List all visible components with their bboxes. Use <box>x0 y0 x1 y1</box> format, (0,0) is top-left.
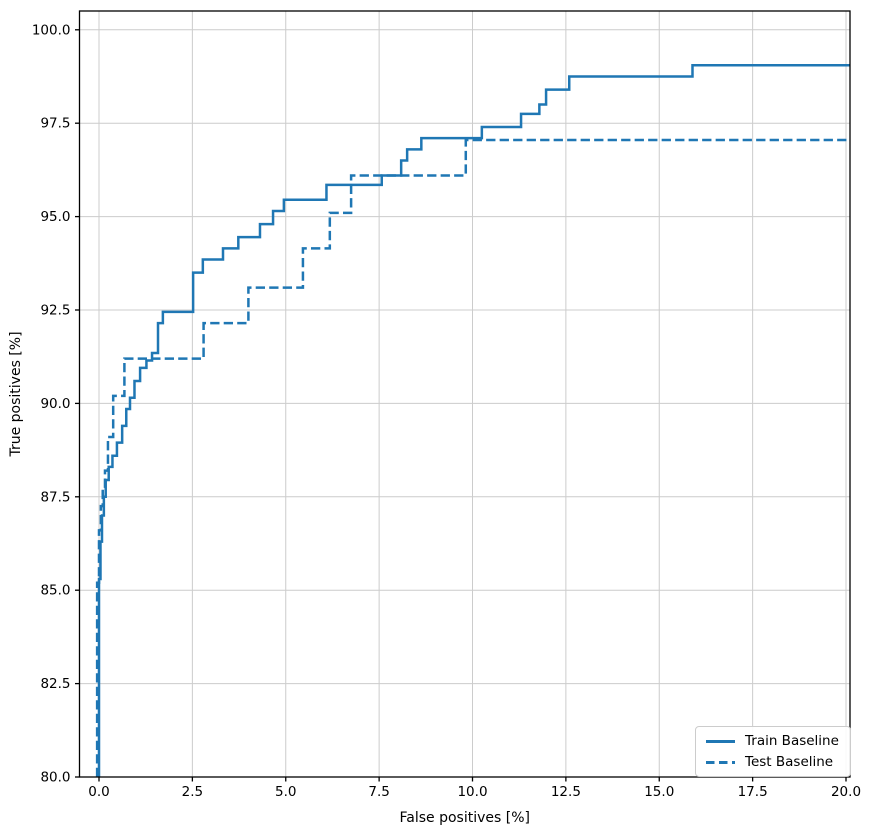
legend-label: Test Baseline <box>745 754 834 770</box>
x-tick-label: 15.0 <box>644 784 674 800</box>
y-tick-label: 85.0 <box>40 583 70 599</box>
y-tick-label: 80.0 <box>40 770 70 786</box>
y-tick-label: 97.5 <box>40 116 70 132</box>
curves <box>95 64 850 777</box>
y-tick-label: 90.0 <box>40 396 70 412</box>
legend-item-train-baseline: Train Baseline <box>705 732 839 750</box>
legend-item-test-baseline: Test Baseline <box>705 753 839 771</box>
y-tick-label: 100.0 <box>32 22 71 38</box>
y-tick-label: 92.5 <box>40 303 70 319</box>
ticks: 0.0 2.5 5.0 7.5 10.0 12.5 15.0 17.5 20.0 80.0 82.5… <box>32 22 861 800</box>
x-tick-label: 2.5 <box>182 784 203 800</box>
x-axis-label: False positives [%] <box>400 810 530 826</box>
x-tick-label: 12.5 <box>551 784 581 800</box>
x-tick-label: 0.0 <box>88 784 109 800</box>
x-tick-label: 17.5 <box>738 784 768 800</box>
y-axis-label: True positives [%] <box>8 331 24 457</box>
y-tick-label: 82.5 <box>40 676 70 692</box>
x-tick-label: 20.0 <box>831 784 861 800</box>
curve-test-baseline <box>95 138 850 777</box>
y-tick-label: 87.5 <box>40 489 70 505</box>
axes-spines <box>78 10 851 778</box>
legend-solid-line-sample <box>706 740 735 743</box>
curve-train-baseline <box>97 64 850 777</box>
legend: Train Baseline Test Baseline <box>695 726 851 777</box>
x-tick-label: 10.0 <box>457 784 487 800</box>
x-tick-label: 5.0 <box>275 784 296 800</box>
x-tick-label: 7.5 <box>368 784 389 800</box>
grid <box>79 11 850 778</box>
y-tick-label: 95.0 <box>40 209 70 225</box>
legend-dashed-line-sample <box>706 761 735 764</box>
legend-label: Train Baseline <box>745 733 839 749</box>
